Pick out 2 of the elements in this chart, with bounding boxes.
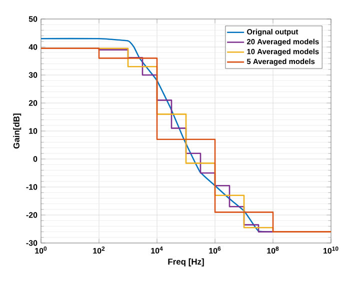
y-axis-title: Gain[dB] <box>13 114 22 149</box>
x-axis-title: Freq [Hz] <box>168 258 204 266</box>
